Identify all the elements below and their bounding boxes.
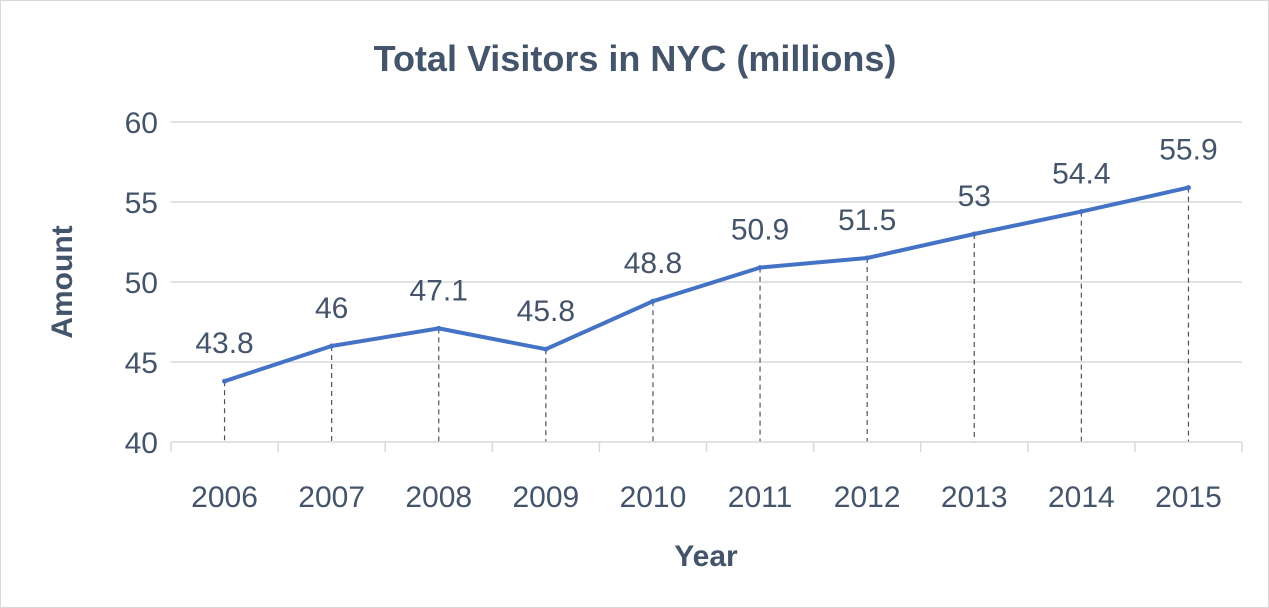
data-point [329, 343, 335, 349]
gridlines [171, 121, 1242, 363]
y-axis-title: Amount [46, 225, 79, 338]
x-tick-label: 2011 [728, 481, 793, 514]
data-label: 46 [315, 292, 348, 325]
x-tick-label: 2007 [298, 481, 365, 514]
data-point [1185, 185, 1191, 191]
data-point [436, 325, 442, 331]
data-point [650, 298, 656, 304]
data-point [543, 346, 549, 352]
data-label: 50.9 [731, 214, 789, 247]
y-axis: 40 45 50 55 60 [125, 107, 158, 460]
data-point [757, 265, 763, 271]
series-layer [222, 185, 1191, 384]
data-point [864, 255, 870, 261]
y-tick-label: 40 [125, 427, 158, 460]
y-tick-label: 50 [125, 267, 158, 300]
x-tick-label: 2008 [405, 481, 472, 514]
x-axis [170, 441, 1243, 452]
data-label: 51.5 [838, 204, 896, 237]
data-point [222, 378, 228, 384]
chart-title: Total Visitors in NYC (millions) [374, 38, 897, 79]
data-label: 47.1 [410, 274, 468, 307]
x-tick-label: 2014 [1048, 481, 1115, 514]
series-line [222, 185, 1191, 384]
y-tick-label: 45 [125, 347, 158, 380]
x-tick-label: 2006 [191, 481, 258, 514]
x-tick-label: 2010 [620, 481, 687, 514]
data-label: 48.8 [624, 247, 682, 280]
x-tick-label: 2009 [512, 481, 579, 514]
x-axis-labels: 2006 2007 2008 2009 2010 2011 2012 2013 2014 2015 [191, 481, 1222, 514]
data-label: 43.8 [195, 327, 253, 360]
data-label: 55.9 [1159, 134, 1217, 167]
x-tick-label: 2015 [1155, 481, 1222, 514]
y-tick-label: 60 [125, 107, 158, 140]
x-axis-title: Year [674, 540, 738, 573]
x-tick-label: 2012 [834, 481, 901, 514]
x-tick-label: 2013 [941, 481, 1008, 514]
data-label: 54.4 [1052, 158, 1110, 191]
data-labels: 43.8 46 47.1 45.8 48.8 50.9 51.5 53 54.4 55.9 [195, 134, 1217, 361]
drop-lines [223, 187, 1190, 442]
data-label: 53 [958, 180, 991, 213]
data-point [1078, 209, 1084, 215]
data-point [971, 231, 977, 237]
y-tick-label: 55 [125, 187, 158, 220]
data-label: 45.8 [517, 295, 575, 328]
